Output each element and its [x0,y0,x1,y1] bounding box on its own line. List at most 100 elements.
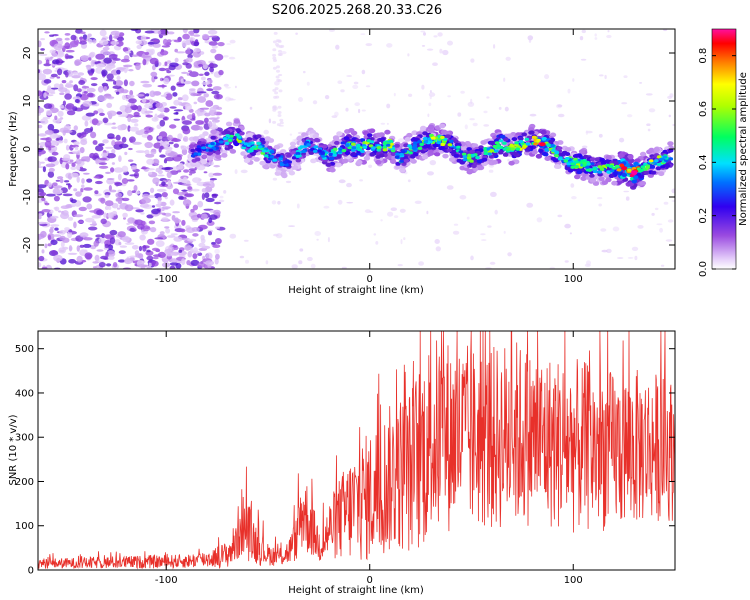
noise-blob [67,216,74,221]
noise-blob [38,124,43,129]
noise-blob [191,80,200,87]
noise-blob [265,260,269,265]
noise-blob [105,79,115,82]
noise-blob [137,223,145,230]
snr-xlabel: Height of straight line (km) [288,585,424,596]
noise-blob [146,214,154,219]
ridge-point [313,145,319,149]
ridge-point [428,128,435,134]
ridge-point [648,147,655,153]
ridge-point [279,163,285,167]
ridge-point [201,154,208,159]
noise-blob [212,172,223,176]
noise-blob [493,44,496,49]
noise-blob [234,169,238,175]
noise-blob [429,90,432,93]
noise-blob [86,87,96,93]
noise-blob [115,192,122,198]
noise-blob [118,143,129,149]
noise-blob [96,122,101,126]
noise-blob [106,110,117,117]
noise-blob [634,255,638,261]
y-tick-label: 100 [15,521,34,532]
noise-blob [147,41,155,45]
colorbar-tick-label: 0.4 [698,154,709,170]
ridge-point [609,169,615,173]
noise-blob [97,60,101,64]
noise-blob [314,231,322,236]
ridge-point [205,138,213,143]
ridge-point [384,129,391,135]
noise-blob [143,126,154,133]
noise-blob [274,81,280,86]
noise-blob [40,161,45,164]
noise-blob [157,212,164,215]
ridge-point [259,160,266,166]
noise-blob [47,156,57,162]
noise-blob [167,180,171,187]
noise-blob [82,100,92,107]
noise-blob [121,165,129,173]
noise-blob [277,105,282,109]
noise-blob [393,215,399,219]
noise-blob [176,192,186,196]
ridge-point [390,152,397,156]
noise-blob [116,36,125,42]
noise-blob [442,49,449,56]
noise-blob [131,54,139,57]
noise-blob [55,179,61,182]
noise-blob [557,113,565,118]
noise-blob [216,106,223,110]
noise-blob [157,251,166,258]
noise-blob [129,90,134,96]
ridge-point [627,154,634,160]
ridge-point [586,162,591,166]
noise-blob [61,157,71,161]
noise-blob [507,158,510,162]
noise-blob [41,249,45,254]
noise-blob [173,236,183,242]
noise-blob [373,233,377,236]
ridge-point [390,159,397,165]
noise-blob [423,32,426,36]
ridge-point [546,143,551,147]
noise-blob [466,216,470,220]
noise-blob [487,225,492,228]
noise-blob [71,202,77,208]
noise-blob [82,196,92,203]
noise-blob [528,38,532,43]
noise-blob [185,49,191,55]
ridge-point [356,144,361,148]
noise-blob [111,140,116,147]
noise-blob [111,202,119,209]
noise-blob [106,263,112,267]
noise-blob [46,94,54,97]
noise-blob [43,92,47,98]
ridge-point [250,152,256,156]
noise-blob [151,260,159,267]
noise-blob [163,107,170,113]
noise-blob [67,252,78,255]
ridge-point [413,137,420,142]
ridge-point [643,170,650,175]
noise-blob [71,162,76,167]
noise-blob [109,237,116,245]
noise-blob [164,212,172,217]
ridge-point [369,140,375,144]
noise-blob [213,93,223,100]
noise-blob [651,212,655,216]
noise-blob [81,85,90,89]
noise-blob [637,225,644,229]
noise-blob [83,243,92,248]
noise-blob [64,33,71,36]
noise-blob [38,215,42,220]
noise-blob [337,199,343,205]
noise-blob [65,49,75,53]
ridge-point [399,153,404,157]
noise-blob [136,94,145,97]
noise-blob [289,133,293,136]
ridge-point [439,123,446,129]
noise-blob [594,33,597,37]
noise-blob [168,74,175,77]
noise-blob [303,70,306,74]
